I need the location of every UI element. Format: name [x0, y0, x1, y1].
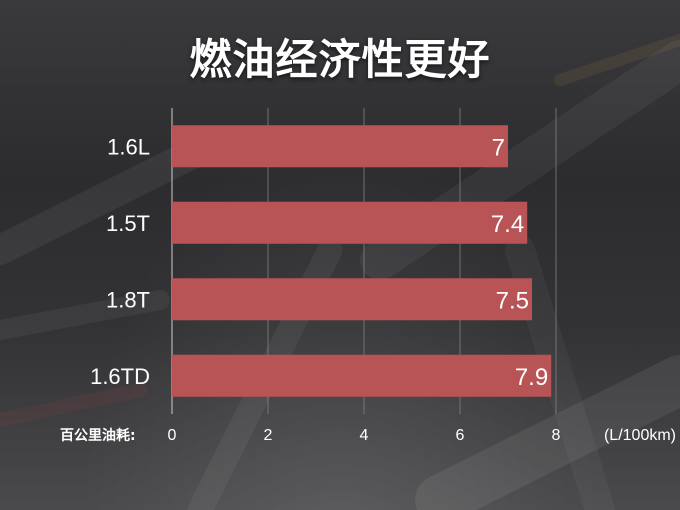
bar — [172, 278, 532, 321]
background-streak — [505, 235, 615, 510]
x-tick-label: 6 — [456, 427, 465, 444]
background-streak — [0, 290, 170, 340]
category-label: 1.6L — [107, 134, 150, 159]
category-label: 1.6TD — [90, 364, 150, 389]
axis-prefix-label: 百公里油耗: — [60, 427, 136, 444]
x-tick-label: 0 — [168, 427, 177, 444]
unit-label: (L/100km) — [604, 427, 676, 444]
bar — [172, 125, 508, 168]
data-label: 7 — [492, 134, 505, 161]
bar — [172, 354, 552, 397]
bar — [172, 201, 528, 244]
chart-title: 燃油经济性更好 — [189, 35, 491, 84]
category-label: 1.8T — [106, 287, 150, 312]
x-tick-label: 2 — [264, 427, 273, 444]
category-label: 1.5T — [106, 211, 150, 236]
data-label: 7.5 — [496, 287, 529, 314]
background-streak — [0, 383, 147, 427]
background-streak — [415, 355, 680, 510]
x-tick-label: 4 — [360, 427, 369, 444]
background-streak — [554, 34, 680, 86]
background-streak — [0, 135, 215, 265]
data-label: 7.4 — [491, 211, 524, 238]
x-tick-label: 8 — [552, 427, 561, 444]
data-label: 7.9 — [515, 364, 548, 391]
